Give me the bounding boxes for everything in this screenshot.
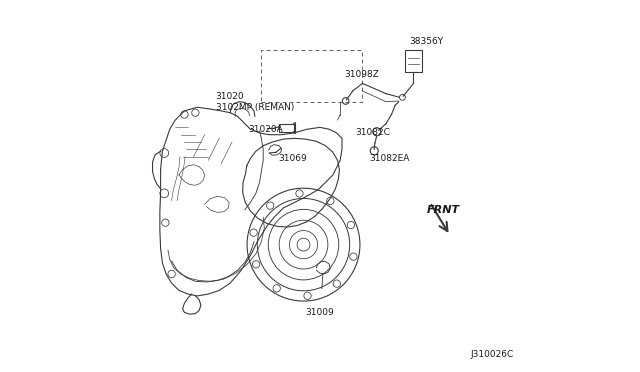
Text: 31020: 31020 — [216, 92, 244, 101]
Text: FRNT: FRNT — [426, 205, 460, 215]
Text: J310026C: J310026C — [470, 350, 513, 359]
Text: 3102MP (REMAN): 3102MP (REMAN) — [216, 103, 294, 112]
Text: 31020A: 31020A — [248, 125, 284, 134]
Text: 38356Y: 38356Y — [410, 37, 444, 46]
Text: 31009: 31009 — [306, 308, 334, 317]
Text: 31098Z: 31098Z — [344, 70, 379, 79]
Text: 31082EA: 31082EA — [369, 154, 410, 163]
FancyBboxPatch shape — [405, 51, 422, 73]
FancyBboxPatch shape — [279, 124, 294, 132]
Text: 31069: 31069 — [278, 154, 307, 163]
Text: 31082C: 31082C — [355, 128, 390, 137]
